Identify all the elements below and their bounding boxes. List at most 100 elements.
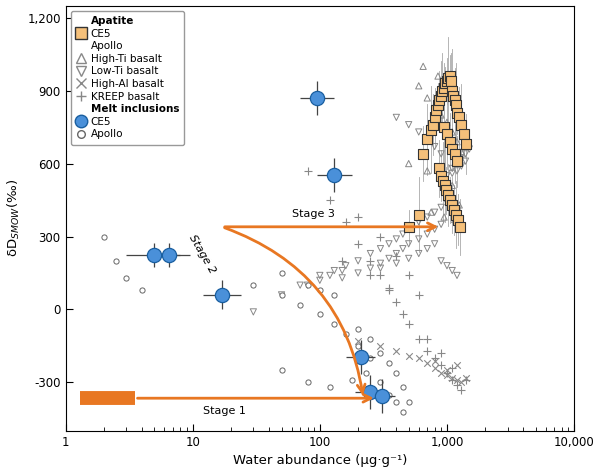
Point — [452, 361, 462, 369]
Point — [440, 182, 449, 189]
Point — [149, 251, 159, 259]
Point — [414, 235, 424, 243]
Point — [457, 121, 466, 129]
Point — [418, 62, 428, 70]
Point — [295, 301, 305, 308]
Point — [277, 291, 286, 298]
Point — [277, 269, 286, 277]
Point — [430, 354, 439, 362]
Point — [365, 257, 375, 264]
Point — [446, 77, 456, 85]
Point — [365, 264, 375, 272]
Point — [452, 138, 462, 146]
Point — [398, 311, 407, 318]
Point — [392, 369, 401, 377]
Point — [353, 257, 363, 264]
Point — [365, 272, 375, 279]
Point — [445, 138, 454, 146]
Point — [353, 337, 363, 345]
Point — [436, 172, 446, 180]
Point — [450, 150, 460, 158]
Point — [422, 347, 432, 355]
Point — [376, 245, 385, 253]
Point — [404, 240, 413, 247]
Point — [430, 114, 439, 121]
Point — [384, 359, 394, 367]
Point — [315, 286, 325, 294]
Point — [448, 201, 457, 209]
Point — [404, 254, 413, 262]
Point — [384, 391, 394, 398]
Text: Stage 1: Stage 1 — [203, 406, 245, 416]
Point — [356, 353, 365, 360]
Point — [137, 286, 147, 294]
Text: Stage 2: Stage 2 — [187, 233, 217, 275]
Point — [337, 274, 347, 281]
Point — [442, 131, 452, 138]
Point — [414, 354, 424, 362]
Point — [457, 386, 466, 394]
Point — [99, 233, 109, 240]
Point — [452, 167, 462, 175]
Point — [452, 272, 462, 279]
Point — [365, 354, 375, 362]
Point — [443, 192, 453, 199]
Point — [376, 342, 385, 350]
Point — [436, 257, 446, 264]
Point — [341, 262, 350, 270]
Point — [448, 374, 457, 381]
Point — [449, 206, 459, 214]
Point — [404, 223, 413, 230]
Point — [404, 226, 413, 233]
Point — [430, 143, 439, 150]
Point — [404, 272, 413, 279]
Point — [436, 175, 446, 182]
Point — [341, 330, 350, 338]
Y-axis label: δD$_{SMOW}$(‰): δD$_{SMOW}$(‰) — [5, 179, 22, 257]
Point — [445, 72, 454, 80]
Point — [442, 369, 452, 377]
Point — [248, 281, 258, 289]
Point — [422, 245, 432, 253]
Point — [453, 216, 463, 223]
Point — [303, 281, 313, 289]
Point — [392, 347, 401, 355]
Point — [457, 155, 466, 163]
Point — [430, 240, 439, 247]
Point — [439, 85, 449, 92]
Point — [422, 167, 432, 175]
Point — [329, 291, 339, 298]
Text: Stage 3: Stage 3 — [292, 209, 334, 219]
Point — [414, 82, 424, 89]
Point — [376, 264, 385, 272]
Point — [433, 72, 443, 80]
Point — [325, 384, 335, 391]
Point — [436, 369, 446, 377]
Point — [361, 369, 371, 377]
Point — [414, 335, 424, 342]
Point — [428, 121, 438, 129]
Point — [442, 77, 452, 85]
Point — [461, 376, 470, 384]
Point — [392, 260, 401, 267]
Point — [430, 364, 439, 372]
Point — [376, 391, 385, 398]
Point — [434, 96, 444, 104]
Point — [404, 160, 413, 167]
Point — [303, 281, 313, 289]
Point — [422, 230, 432, 238]
Point — [457, 162, 466, 170]
Point — [315, 277, 325, 284]
Point — [295, 281, 305, 289]
Point — [436, 111, 446, 119]
Point — [442, 172, 452, 180]
Point — [426, 126, 436, 133]
Point — [457, 148, 466, 155]
Point — [365, 250, 375, 257]
Point — [315, 272, 325, 279]
Point — [329, 320, 339, 328]
Point — [248, 308, 258, 315]
Point — [448, 376, 457, 384]
Point — [454, 114, 464, 121]
Point — [398, 230, 407, 238]
